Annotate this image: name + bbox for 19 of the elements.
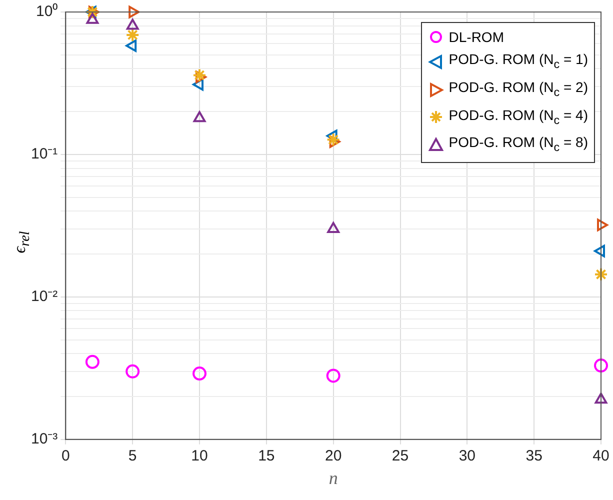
x-axis-title: n [328,468,338,488]
legend-label: POD-G. ROM (N$_{c}$ = 2) [448,78,588,101]
x-tick-label: 5 [128,448,137,465]
x-tick-label: 20 [324,448,342,465]
x-tick-label: 15 [258,448,275,465]
legend-label: DL-ROM [448,28,504,47]
legend-label: POD-G. ROM (N$_{c}$ = 4) [448,106,588,128]
x-tick-label: 35 [526,448,542,465]
x-tick-label: 40 [592,448,610,465]
x-tick-label: 0 [62,448,70,465]
y-tick-label: 10⁻¹ [30,146,58,163]
y-tick-label: 10⁰ [36,3,58,20]
y-tick-label: 10⁻³ [30,430,58,448]
legend-label: POD-G. ROM (N$_{c}$ = 8) [448,133,588,156]
y-tick-label: 10⁻² [30,288,58,306]
legend-label: POD-G. ROM (N$_{c}$ = 1) [448,50,588,73]
x-tick-label: 25 [392,448,409,465]
x-tick-label: 30 [458,448,476,465]
x-tick-label: 10 [191,448,208,465]
